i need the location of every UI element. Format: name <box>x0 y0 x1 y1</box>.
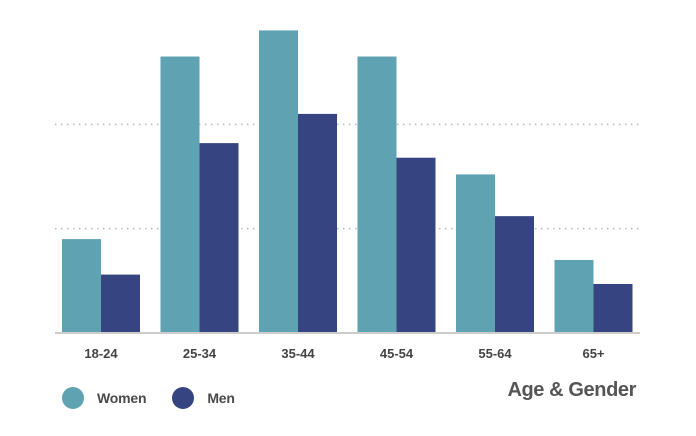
bar-women-18-24 <box>62 239 101 333</box>
x-tick-label: 45-54 <box>380 346 414 361</box>
bars <box>62 30 633 334</box>
x-tick-label: 65+ <box>582 346 604 361</box>
bar-women-45-54 <box>357 56 397 334</box>
x-tick-label: 18-24 <box>84 346 118 361</box>
chart-title: Age & Gender <box>507 379 636 401</box>
legend-label-men: Men <box>207 390 235 406</box>
bar-men-25-34 <box>199 143 239 333</box>
legend-item-men: Men <box>172 387 235 409</box>
bar-women-65+ <box>554 259 594 333</box>
legend-swatch-men <box>172 387 195 409</box>
bar-men-18-24 <box>101 274 140 333</box>
x-tick-label: 25-34 <box>183 346 217 361</box>
x-tick-label: 55-64 <box>478 346 512 361</box>
bar-women-55-64 <box>456 174 495 333</box>
bar-women-25-34 <box>160 56 200 334</box>
legend-label-women: Women <box>97 390 147 406</box>
legend: Women Men <box>62 387 261 409</box>
legend-item-women: Women <box>62 387 147 409</box>
bar-women-35-44 <box>259 30 298 334</box>
bar-men-65+ <box>593 283 633 333</box>
gridlines <box>55 123 640 230</box>
bar-men-35-44 <box>298 113 337 334</box>
x-tick-labels: 18-24 25-34 35-44 45-54 55-64 65+ <box>84 346 605 361</box>
legend-swatch-women <box>62 387 84 409</box>
bar-men-45-54 <box>396 157 436 333</box>
x-tick-label: 35-44 <box>281 346 315 361</box>
bar-men-55-64 <box>495 216 534 333</box>
